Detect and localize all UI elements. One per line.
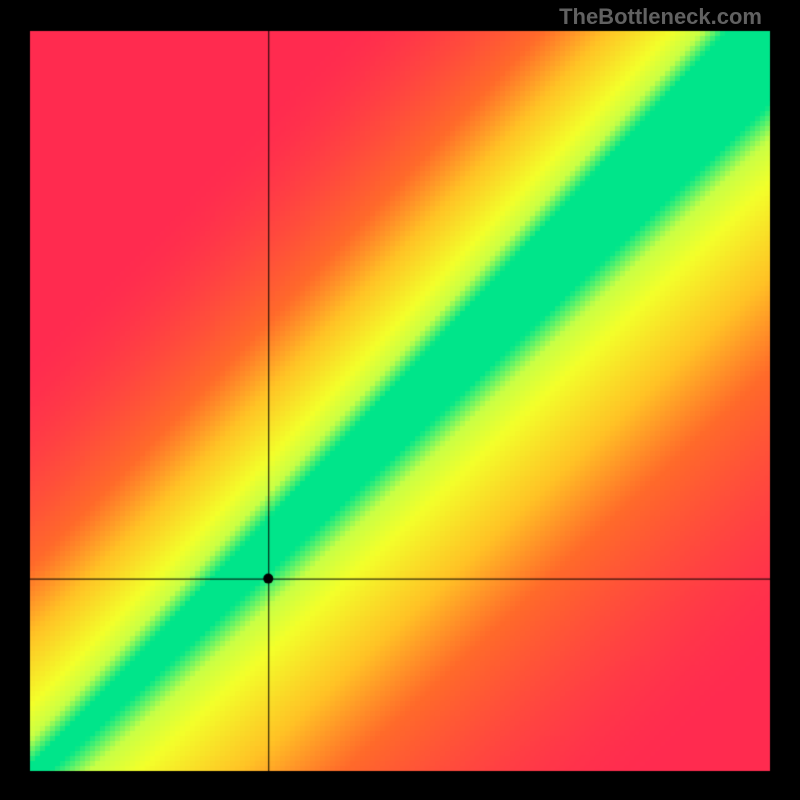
bottleneck-heatmap — [0, 0, 800, 800]
watermark-text: TheBottleneck.com — [559, 4, 762, 30]
